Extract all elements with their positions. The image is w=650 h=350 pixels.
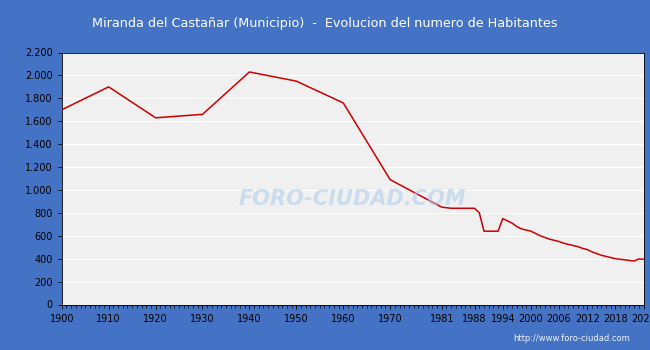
Text: FORO-CIUDAD.COM: FORO-CIUDAD.COM — [239, 189, 467, 209]
Text: http://www.foro-ciudad.com: http://www.foro-ciudad.com — [514, 334, 630, 343]
Text: Miranda del Castañar (Municipio)  -  Evolucion del numero de Habitantes: Miranda del Castañar (Municipio) - Evolu… — [92, 17, 558, 30]
